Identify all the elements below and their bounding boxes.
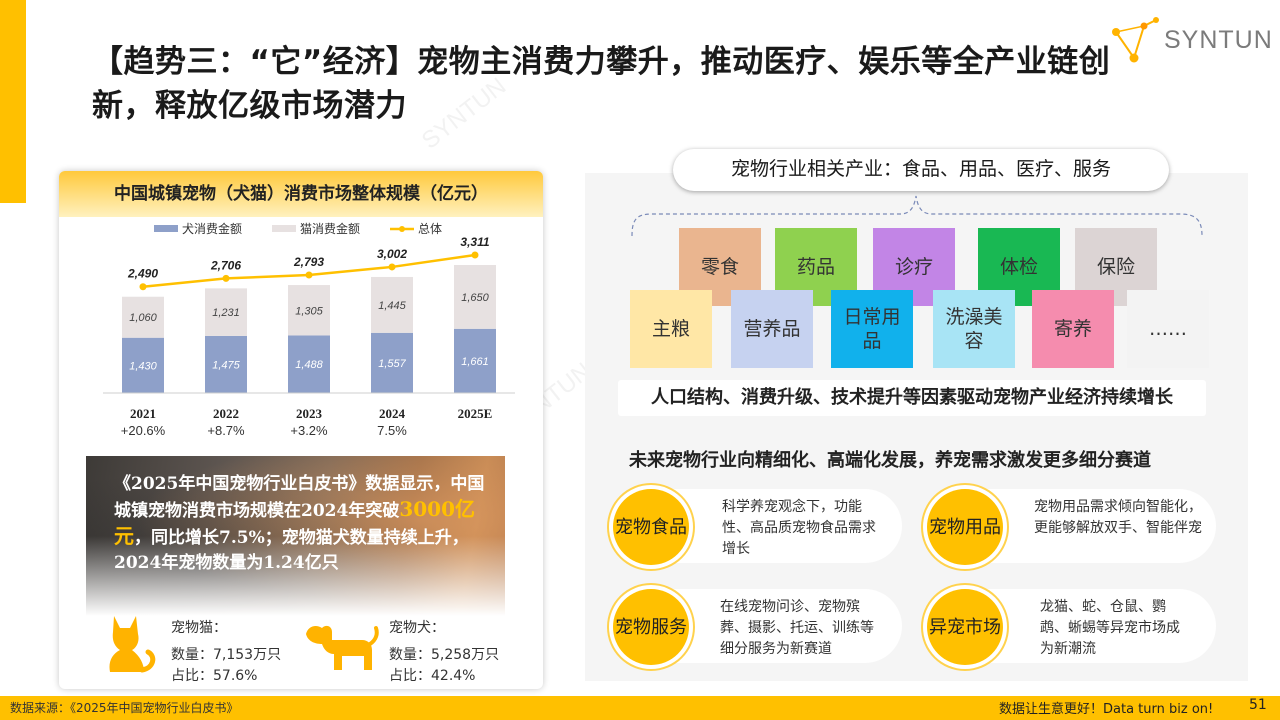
- label-cat-2021: 1,060: [129, 312, 157, 324]
- bar-dog-2022: [205, 335, 247, 393]
- label-total-2022: 2,706: [210, 258, 241, 272]
- cat-dog-photo: [86, 456, 505, 616]
- dog-share: 占比：42.4%: [389, 668, 476, 684]
- chart-title: 中国城镇宠物（犬猫）消费市场整体规模（亿元）: [59, 171, 543, 217]
- segment-pet-services-desc: 在线宠物问诊、宠物殡葬、摄影、托运、训练等细分服务为新赛道: [720, 599, 874, 657]
- label-cat-2022: 1,231: [212, 307, 240, 319]
- dog-count: 数量：5,258万只: [389, 647, 500, 663]
- bar-dog-2023: [288, 335, 330, 393]
- segment-exotic-pets: 异宠市场: [927, 589, 1003, 665]
- footer-slogan: 数据让生意更好！Data turn biz on!: [999, 702, 1214, 717]
- industry-item-grooming: 洗澡美容: [933, 290, 1015, 368]
- total-point-2023: [305, 271, 313, 279]
- syntun-logo: SYNTUN: [1108, 14, 1272, 64]
- bar-dog-2021: [122, 337, 164, 393]
- segment-pet-food-desc: 科学养宠观念下，功能性、高品质宠物食品需求增长: [722, 499, 876, 557]
- x-tick-2021: 2021: [130, 406, 156, 421]
- label-dog-2025E: 1,661: [461, 356, 489, 368]
- label-total-2021: 2,490: [127, 267, 158, 281]
- legend-marker-2: [399, 226, 405, 232]
- growth-2023: +3.2%: [290, 423, 328, 438]
- brace-divider: [631, 195, 1203, 237]
- legend-swatch-0: [154, 225, 178, 232]
- market-size-chart: 犬消费金额 猫消费金额 总体 1,430 1,060 2,490 2021 +20.6% 1,4…: [103, 221, 515, 438]
- total-point-2025E: [471, 251, 479, 259]
- label-total-2025E: 3,311: [460, 235, 489, 249]
- bar-cat-2024: [371, 276, 413, 333]
- industry-item-boarding: 寄养: [1032, 290, 1114, 368]
- growth-2024: 7.5%: [377, 423, 407, 438]
- dog-icon: [306, 625, 379, 670]
- label-cat-2023: 1,305: [295, 305, 323, 317]
- industry-item-more: ……: [1127, 290, 1209, 368]
- total-point-2024: [388, 263, 396, 271]
- x-tick-2025E: 2025E: [458, 406, 493, 421]
- bar-dog-2024: [371, 332, 413, 393]
- legend-label-0: 犬消费金额: [182, 221, 242, 236]
- total-point-2021: [139, 283, 147, 291]
- x-tick-2022: 2022: [213, 406, 239, 421]
- cat-icon: [109, 616, 156, 673]
- dog-label: 宠物犬：: [389, 620, 445, 636]
- x-tick-2024: 2024: [379, 406, 406, 421]
- legend-swatch-1: [272, 225, 296, 232]
- summary-part-2: ，同比增长7.5%；宠物猫犬数量持续上升，2024年宠物数量为1.24亿只: [114, 528, 469, 573]
- footer-bar: [0, 696, 1280, 720]
- whitepaper-summary: 《2025年中国宠物行业白皮书》数据显示，中国城镇宠物消费市场规模在2024年突…: [114, 472, 494, 576]
- legend-label-2: 总体: [418, 222, 442, 236]
- segment-pet-food: 宠物食品: [613, 489, 689, 565]
- data-source: 数据来源：《2025年中国宠物行业白皮书》: [10, 701, 239, 715]
- label-cat-2025E: 1,650: [461, 292, 489, 304]
- cat-share: 占比：57.6%: [171, 668, 258, 684]
- summary-part-1: 《2025年中国宠物行业白皮书》数据显示，中国城镇宠物消费市场规模在2024年突…: [114, 474, 485, 521]
- x-tick-2023: 2023: [296, 406, 323, 421]
- segment-pet-services: 宠物服务: [613, 589, 689, 665]
- label-total-2024: 3,002: [377, 247, 407, 261]
- segment-pet-supplies: 宠物用品: [927, 489, 1003, 565]
- page-number: 51: [1249, 697, 1267, 713]
- cat-count: 数量：7,153万只: [171, 647, 282, 663]
- bar-dog-2025E: [454, 328, 496, 393]
- logo-mark-icon: [1112, 17, 1159, 63]
- bar-cat-2022: [205, 288, 247, 336]
- growth-drivers: 人口结构、消费升级、技术提升等因素驱动宠物产业经济持续增长: [618, 380, 1206, 416]
- industry-item-staple-food: 主粮: [630, 290, 712, 368]
- label-cat-2024: 1,445: [378, 300, 406, 312]
- future-heading: 未来宠物行业向精细化、高端化发展，养宠需求激发更多细分赛道: [629, 450, 1151, 471]
- total-point-2022: [222, 274, 230, 282]
- label-dog-2021: 1,430: [129, 360, 157, 372]
- cat-stats: 宠物猫： 数量：7,153万只 占比：57.6%: [171, 618, 281, 687]
- label-total-2023: 2,793: [293, 255, 324, 269]
- growth-2022: +8.7%: [207, 423, 245, 438]
- label-dog-2024: 1,557: [378, 358, 406, 370]
- summary-highlight: 3000亿元: [114, 497, 475, 548]
- bar-cat-2021: [122, 296, 164, 338]
- corner-accent-bar: [0, 0, 26, 203]
- label-dog-2022: 1,475: [212, 359, 240, 371]
- legend-label-1: 猫消费金额: [300, 221, 360, 236]
- logo-text: SYNTUN: [1164, 26, 1273, 54]
- cat-label: 宠物猫：: [171, 620, 227, 636]
- dog-stats: 宠物犬： 数量：5,258万只 占比：42.4%: [389, 618, 499, 687]
- industry-item-daily-supplies: 日常用品: [831, 290, 913, 368]
- industry-item-supplements: 营养品: [731, 290, 813, 368]
- segment-exotic-pets-desc: 龙猫、蛇、仓鼠、鹦鹉、蜥蜴等异宠市场成为新潮流: [1040, 599, 1180, 657]
- page-title: 【趋势三：“它”经济】宠物主消费力攀升，推动医疗、娱乐等全产业链创新，释放亿级市…: [92, 44, 1111, 124]
- growth-2021: +20.6%: [121, 423, 166, 438]
- bar-cat-2025E: [454, 265, 496, 329]
- bar-cat-2023: [288, 285, 330, 336]
- label-dog-2023: 1,488: [295, 359, 323, 371]
- industry-header: 宠物行业相关产业：食品、用品、医疗、服务: [673, 149, 1169, 191]
- segment-pet-supplies-desc: 宠物用品需求倾向智能化，更能够解放双手、智能伴宠: [1034, 499, 1202, 536]
